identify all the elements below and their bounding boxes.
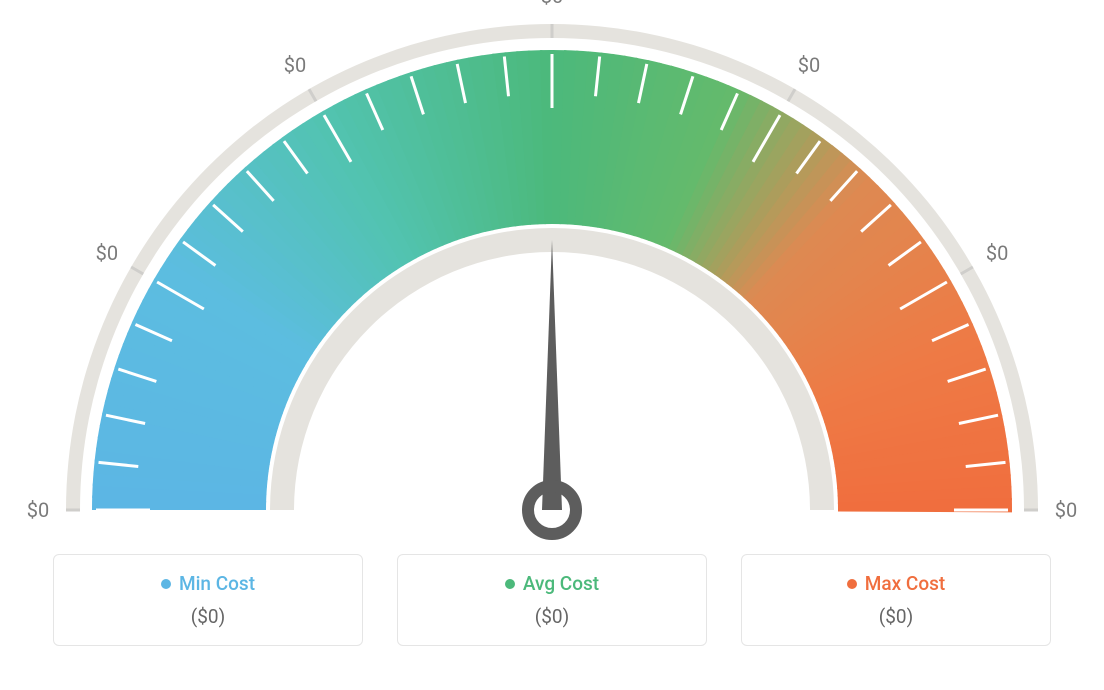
- legend-card-avg: Avg Cost ($0): [397, 554, 707, 646]
- legend-avg-label: Avg Cost: [523, 572, 599, 595]
- legend-max-dot: [847, 579, 857, 589]
- gauge-tick-label: $0: [798, 53, 820, 77]
- cost-gauge-infographic: $0 $0 $0 $0 $0 $0 $0 Min Cost ($0) Avg Cost ($…: [0, 0, 1104, 690]
- gauge-tick-label: $0: [27, 498, 49, 522]
- legend-max-title: Max Cost: [847, 572, 945, 595]
- gauge-tick-label: $0: [284, 53, 306, 77]
- legend-max-label: Max Cost: [865, 572, 945, 595]
- gauge-tick-label: $0: [96, 241, 118, 265]
- legend-row: Min Cost ($0) Avg Cost ($0) Max Cost ($0…: [0, 554, 1104, 646]
- legend-max-value: ($0): [879, 605, 913, 628]
- legend-card-max: Max Cost ($0): [741, 554, 1051, 646]
- gauge-svg: [0, 0, 1104, 560]
- legend-avg-dot: [505, 579, 515, 589]
- legend-card-min: Min Cost ($0): [53, 554, 363, 646]
- legend-min-dot: [161, 579, 171, 589]
- gauge-tick-label: $0: [986, 241, 1008, 265]
- legend-min-title: Min Cost: [161, 572, 255, 595]
- legend-avg-title: Avg Cost: [505, 572, 599, 595]
- gauge-chart: $0 $0 $0 $0 $0 $0 $0: [0, 0, 1104, 560]
- gauge-tick-label: $0: [1055, 498, 1077, 522]
- legend-min-value: ($0): [191, 605, 225, 628]
- legend-avg-value: ($0): [535, 605, 569, 628]
- legend-min-label: Min Cost: [179, 572, 255, 595]
- gauge-tick-label: $0: [541, 0, 563, 8]
